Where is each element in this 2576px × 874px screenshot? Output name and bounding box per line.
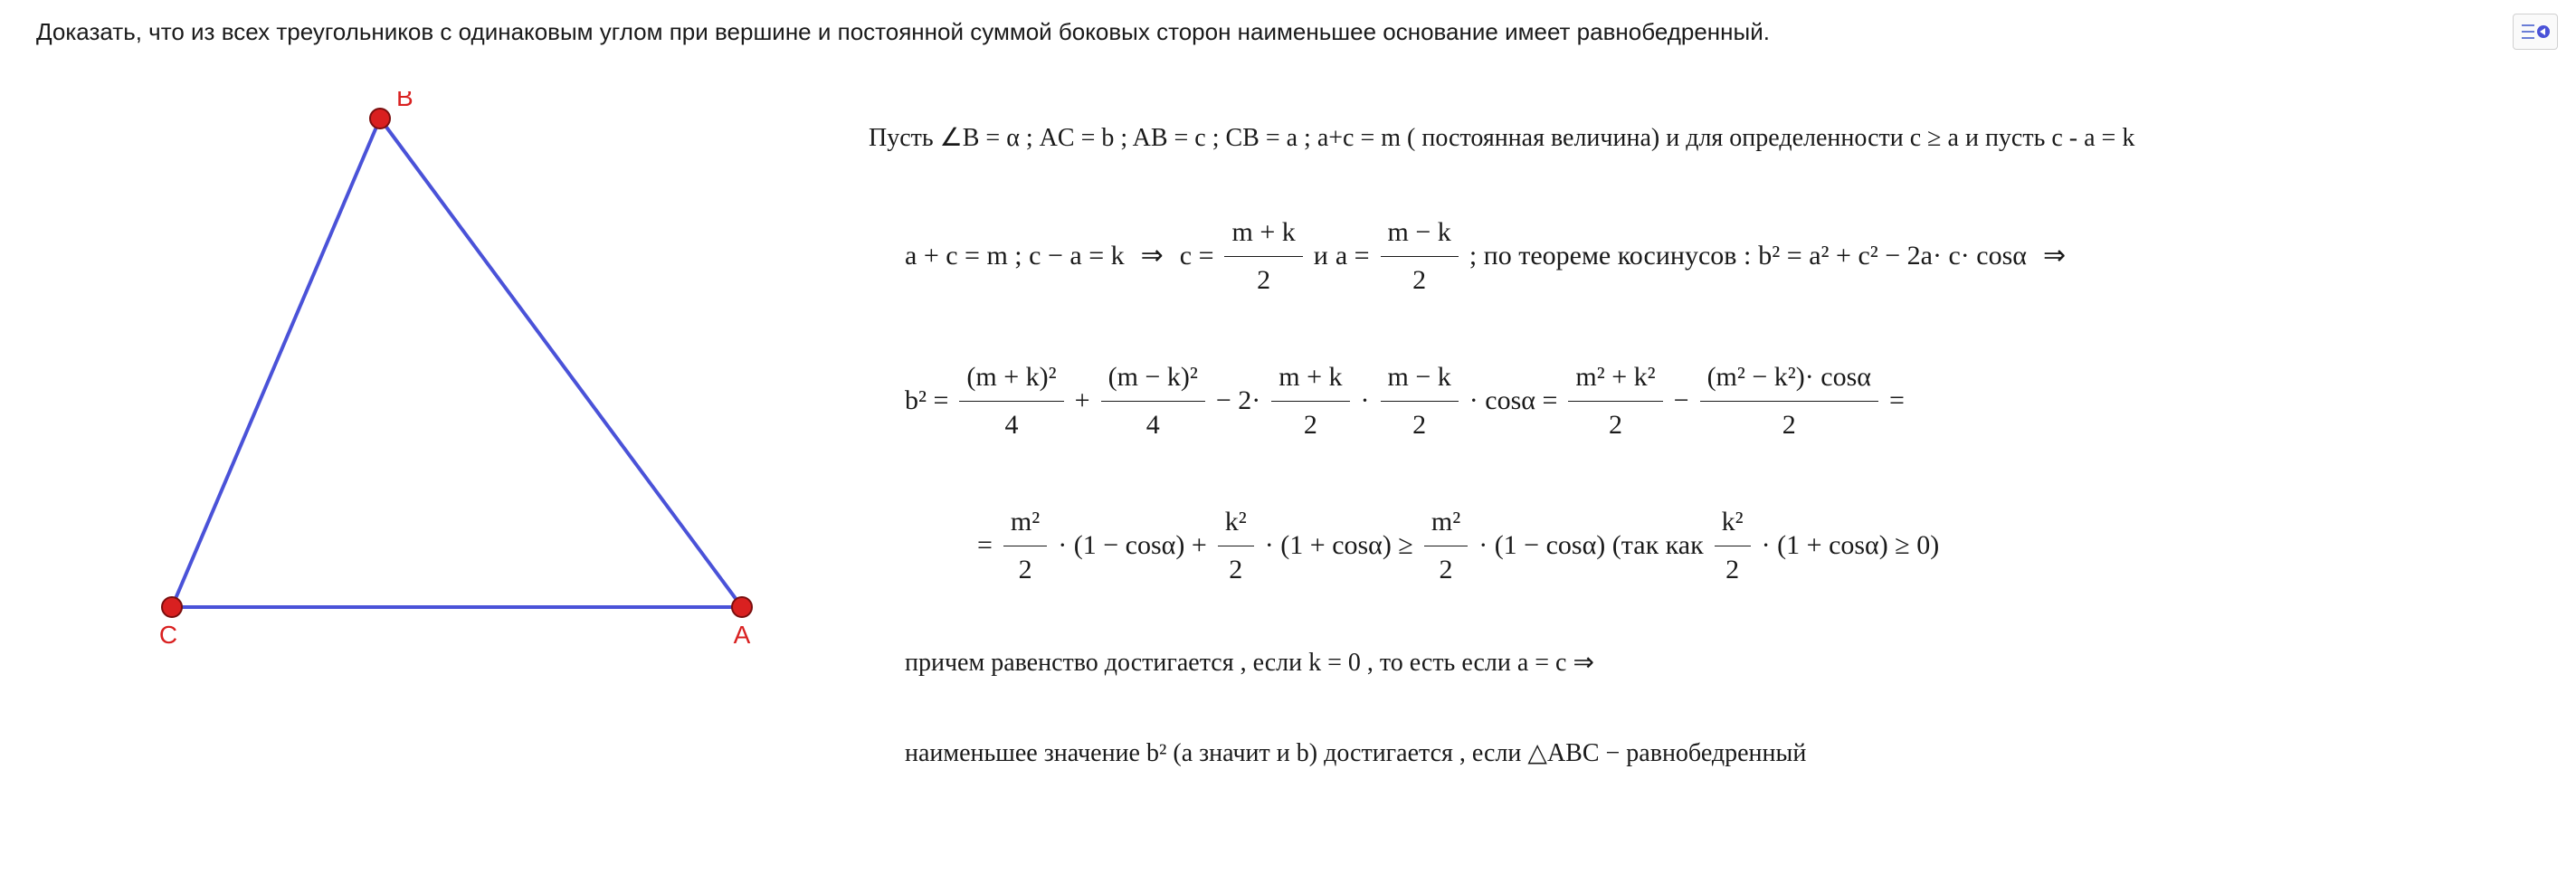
denominator: 2 [1012, 546, 1040, 594]
fraction: m + k 2 [1224, 209, 1302, 304]
numerator: m² + k² [1568, 354, 1662, 402]
proof-line-1: Пусть ∠B = α ; AC = b ; AB = c ; CB = a … [869, 119, 2540, 159]
fraction: m² + k² 2 [1568, 354, 1662, 449]
triangle-svg: A B C [127, 91, 814, 679]
proof-line-4: = m² 2 · (1 − cosα) + k² 2 · (1 + cosα) … [869, 499, 2540, 594]
numerator: (m + k)² [959, 354, 1063, 402]
numerator: m² [1424, 499, 1468, 546]
numerator: m + k [1224, 209, 1302, 257]
proof-line-6: наименьшее значение b² (а значит и b) до… [869, 734, 2540, 774]
math-text: и [1314, 234, 1328, 278]
math-text: · [1361, 379, 1370, 423]
math-text: ; по теореме косинусов : [1469, 234, 1751, 278]
numerator: m − k [1381, 354, 1459, 402]
problem-statement: Доказать, что из всех треугольников с од… [36, 18, 2540, 46]
math-text: · (1 + cosα) ≥ [1265, 524, 1413, 567]
fraction: (m + k)² 4 [959, 354, 1063, 449]
math-text: b² = [905, 379, 948, 423]
numerator: (m² − k²)· cosα [1700, 354, 1878, 402]
math-text: a = [1336, 234, 1370, 278]
denominator: 2 [1405, 257, 1433, 304]
fraction: m² 2 [1003, 499, 1047, 594]
math-text: · (1 − cosα) (так как [1478, 524, 1703, 567]
denominator: 2 [1250, 257, 1278, 304]
content-area: A B C Пусть ∠B = α ; AC = b ; AB = c ; CB … [36, 91, 2540, 774]
fraction: (m − k)² 4 [1101, 354, 1205, 449]
svg-text:B: B [396, 91, 413, 111]
proof-line-5: причем равенство достигается , если k = … [869, 643, 2540, 684]
fraction: m² 2 [1424, 499, 1468, 594]
fraction: m + k 2 [1271, 354, 1349, 449]
proof-text: Пусть ∠B = α ; AC = b ; AB = c ; CB = a … [869, 91, 2540, 774]
denominator: 2 [1775, 402, 1803, 449]
math-text: · cosα = [1469, 379, 1558, 423]
fraction: k² 2 [1218, 499, 1254, 594]
math-text: a + c = m ; c − a = k [905, 234, 1125, 278]
denominator: 4 [1139, 402, 1167, 449]
numerator: m² [1003, 499, 1047, 546]
math-text: = [1889, 379, 1905, 423]
math-text: − [1674, 379, 1689, 423]
svg-text:C: C [159, 621, 177, 649]
math-text: b² = a² + c² − 2a· c· cosα [1758, 234, 2027, 278]
fraction: m − k 2 [1381, 209, 1459, 304]
implies-symbol: ⇒ [2043, 234, 2066, 278]
implies-symbol: ⇒ [1141, 234, 1164, 278]
denominator: 2 [1405, 402, 1433, 449]
math-text: + [1075, 379, 1090, 423]
svg-text:A: A [734, 621, 751, 649]
fraction: (m² − k²)· cosα 2 [1700, 354, 1878, 449]
proof-line-2: a + c = m ; c − a = k ⇒ c = m + k 2 и a … [869, 209, 2540, 304]
denominator: 4 [998, 402, 1026, 449]
math-text: c = [1180, 234, 1214, 278]
toolbar-icon[interactable] [2513, 14, 2558, 50]
proof-line-3: b² = (m + k)² 4 + (m − k)² 4 − 2· m + k … [869, 354, 2540, 449]
numerator: k² [1218, 499, 1254, 546]
numerator: m − k [1381, 209, 1459, 257]
denominator: 2 [1297, 402, 1325, 449]
math-text: − 2· [1216, 379, 1260, 423]
denominator: 2 [1602, 402, 1630, 449]
numerator: (m − k)² [1101, 354, 1205, 402]
numerator: k² [1715, 499, 1751, 546]
triangle-diagram: A B C [36, 91, 814, 774]
numerator: m + k [1271, 354, 1349, 402]
fraction: k² 2 [1715, 499, 1751, 594]
denominator: 2 [1432, 546, 1460, 594]
math-text: · (1 + cosα) ≥ 0) [1762, 524, 1940, 567]
math-text: · (1 − cosα) + [1058, 524, 1207, 567]
denominator: 2 [1221, 546, 1250, 594]
fraction: m − k 2 [1381, 354, 1459, 449]
math-text: = [977, 524, 993, 567]
denominator: 2 [1718, 546, 1746, 594]
